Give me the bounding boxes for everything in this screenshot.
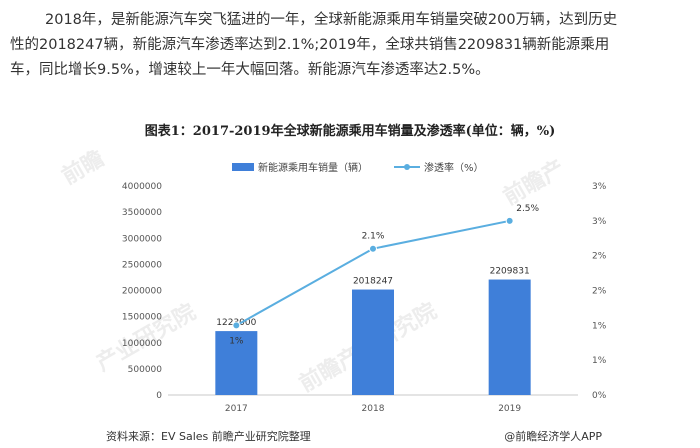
y-left-tick-label: 3500000 — [122, 208, 162, 218]
bar-value-label: 2209831 — [490, 267, 530, 277]
y-left-tick-label: 2500000 — [122, 260, 162, 270]
x-tick-label: 2017 — [225, 404, 248, 414]
chart-title: 图表1：2017-2019年全球新能源乘用车销量及渗透率(单位：辆，%) — [144, 124, 556, 139]
y-right-tick-label: 1% — [592, 321, 607, 331]
brand-label: @前瞻经济学人APP — [504, 430, 602, 443]
y-right-tick-label: 3% — [592, 217, 607, 227]
bar-2017 — [215, 331, 258, 395]
y-left-tick-label: 1000000 — [122, 339, 162, 349]
y-right-tick-label: 2% — [592, 287, 607, 297]
y-left-tick-label: 4000000 — [122, 182, 162, 192]
article-line-1: 2018年，是新能源汽车突飞猛进的一年，全球新能源乘用车销量突破200万辆，达到… — [45, 12, 618, 28]
penetration-value-label: 2.5% — [516, 204, 539, 214]
y-right-tick-label: 1% — [592, 356, 607, 366]
y-left-tick-label: 3000000 — [122, 234, 162, 244]
y-right-tick-label: 2% — [592, 252, 607, 262]
penetration-point — [369, 244, 377, 253]
legend-swatch-sales — [232, 163, 254, 171]
source-note: 资料来源：EV Sales 前瞻产业研究院整理 — [106, 430, 311, 443]
legend-marker-penetration — [404, 164, 410, 170]
y-left-tick-label: 500000 — [128, 365, 163, 375]
penetration-value-label: 2.1% — [362, 232, 385, 242]
y-left-tick-label: 0 — [156, 391, 162, 401]
y-right-tick-label: 0% — [592, 391, 607, 401]
article-line-2: 性的2018247辆，新能源汽车渗透率达到2.1%;2019年，全球共销售220… — [10, 37, 610, 53]
legend-label-sales: 新能源乘用车销量（辆） — [258, 161, 368, 174]
bar-value-label: 2018247 — [353, 277, 393, 287]
y-left-tick-label: 1500000 — [122, 313, 162, 323]
penetration-point — [232, 321, 241, 330]
penetration-point — [505, 216, 514, 225]
legend-label-penetration: 渗透率（%） — [424, 161, 484, 174]
article-line-3: 车，同比增长9.5%，增速较上一年大幅回落。新能源汽车渗透率达2.5%。 — [10, 62, 490, 78]
bar-2019 — [488, 279, 531, 395]
x-tick-label: 2018 — [362, 404, 385, 414]
x-tick-label: 2019 — [498, 404, 521, 414]
y-right-tick-label: 3% — [592, 182, 607, 192]
bar-2018 — [352, 289, 394, 395]
penetration-value-label: 1% — [229, 336, 244, 346]
y-left-tick-label: 2000000 — [122, 287, 162, 297]
